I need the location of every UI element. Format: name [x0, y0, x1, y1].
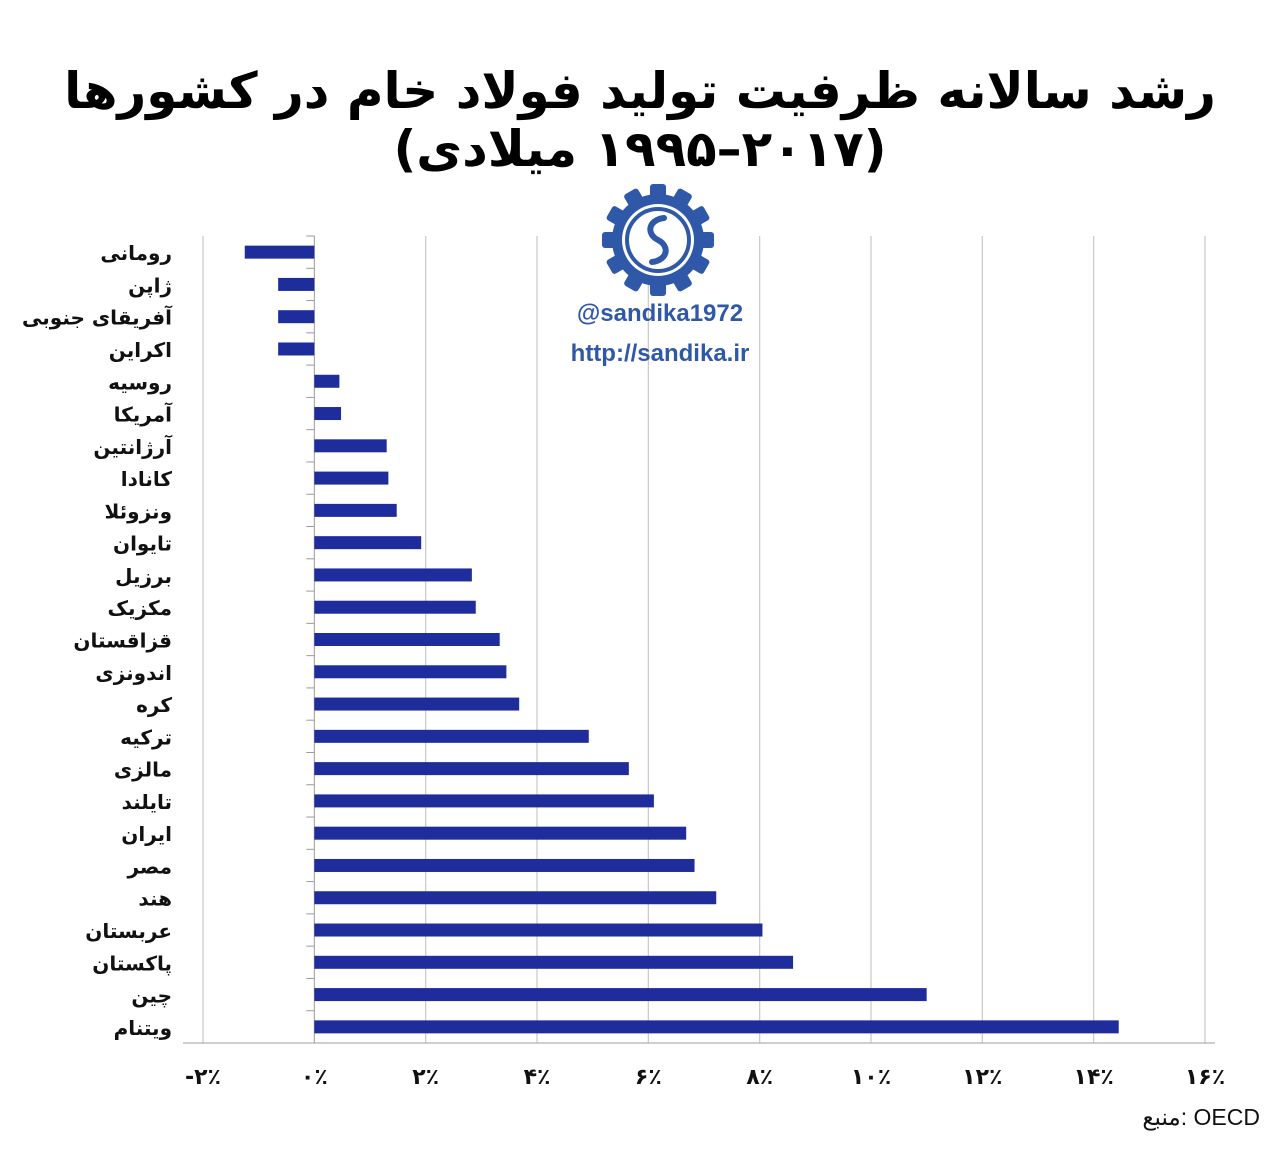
category-label: کانادا [121, 467, 173, 491]
bar [314, 858, 695, 872]
bar [314, 536, 422, 550]
x-tick-label: ۰٪ [301, 1065, 328, 1090]
category-label: چین [131, 984, 172, 1009]
category-label: ایران [121, 822, 172, 846]
x-tick-label: -۲٪ [185, 1065, 221, 1090]
bar [314, 794, 654, 808]
bar [244, 245, 315, 259]
category-label: قزاقستان [73, 629, 172, 653]
category-label: کره [136, 693, 172, 717]
bar [314, 374, 340, 388]
category-label: عربستان [85, 919, 172, 943]
bar [314, 439, 387, 453]
category-label: مصر [126, 854, 172, 878]
category-label: اندونزی [95, 661, 172, 685]
bar [314, 955, 794, 969]
x-tick-label: ۶٪ [635, 1065, 662, 1090]
bar [278, 310, 315, 324]
category-label: ونزوئلا [104, 499, 172, 523]
bar [314, 923, 763, 937]
bar [314, 633, 500, 646]
gear-logo-icon [602, 184, 714, 296]
category-label: تایلند [122, 790, 172, 814]
category-label: آفریقای جنوبی [22, 305, 173, 330]
source-note: منبع: OECD [1142, 1104, 1260, 1130]
x-tick-label: ۴٪ [524, 1065, 551, 1090]
bar [314, 600, 476, 614]
bar [314, 568, 472, 582]
bar [314, 729, 589, 743]
x-tick-label: ۲٪ [412, 1065, 439, 1090]
category-label: ژاپن [128, 273, 172, 298]
watermark-handle: @sandika1972 [576, 300, 744, 327]
category-label: هند [138, 887, 172, 911]
bar [314, 503, 397, 517]
category-label: تایوان [113, 532, 172, 556]
x-tick-label: ۱۴٪ [1074, 1065, 1114, 1090]
bar [314, 762, 629, 776]
category-labels: رومانی ژاپن آفریقای جنوبی اکراین روسیه آمریکا… [22, 241, 173, 1040]
watermark-website[interactable]: http://sandika.ir [570, 340, 750, 367]
bar [278, 342, 315, 356]
category-label: رومانی [100, 241, 172, 265]
x-tick-label: ۱۶٪ [1185, 1065, 1225, 1090]
x-axis: -۲٪ ۰٪ ۲٪ ۴٪ ۶٪ ۸٪ ۱۰٪ ۱۲٪ ۱۴٪ ۱۶٪ [183, 1042, 1225, 1090]
bar [314, 826, 687, 840]
bar [314, 697, 520, 711]
x-tick-label: ۱۲٪ [962, 1065, 1002, 1090]
category-label: مالزی [114, 758, 172, 782]
category-label: مکزیک [108, 596, 172, 620]
category-label: اکراین [109, 338, 172, 362]
category-label: آرژانتین [93, 434, 173, 459]
bar [314, 891, 717, 905]
bar [314, 471, 389, 485]
category-label: روسیه [108, 370, 172, 394]
category-label: برزیل [115, 564, 172, 588]
category-label: آمریکا [114, 402, 173, 427]
category-label: ویتنام [114, 1016, 172, 1040]
bar [314, 988, 927, 1002]
bars [244, 245, 1119, 1034]
bar [314, 407, 342, 421]
x-tick-label: ۱۰٪ [851, 1065, 891, 1090]
chart-title: رشد سالانه ظرفیت تولید فولاد خام در کشور… [64, 62, 1217, 178]
bar [314, 1020, 1119, 1034]
category-label: پاکستان [92, 951, 172, 976]
bar [278, 277, 315, 291]
bar [314, 665, 507, 679]
category-label: ترکیه [120, 725, 172, 749]
x-tick-label: ۸٪ [746, 1065, 773, 1090]
